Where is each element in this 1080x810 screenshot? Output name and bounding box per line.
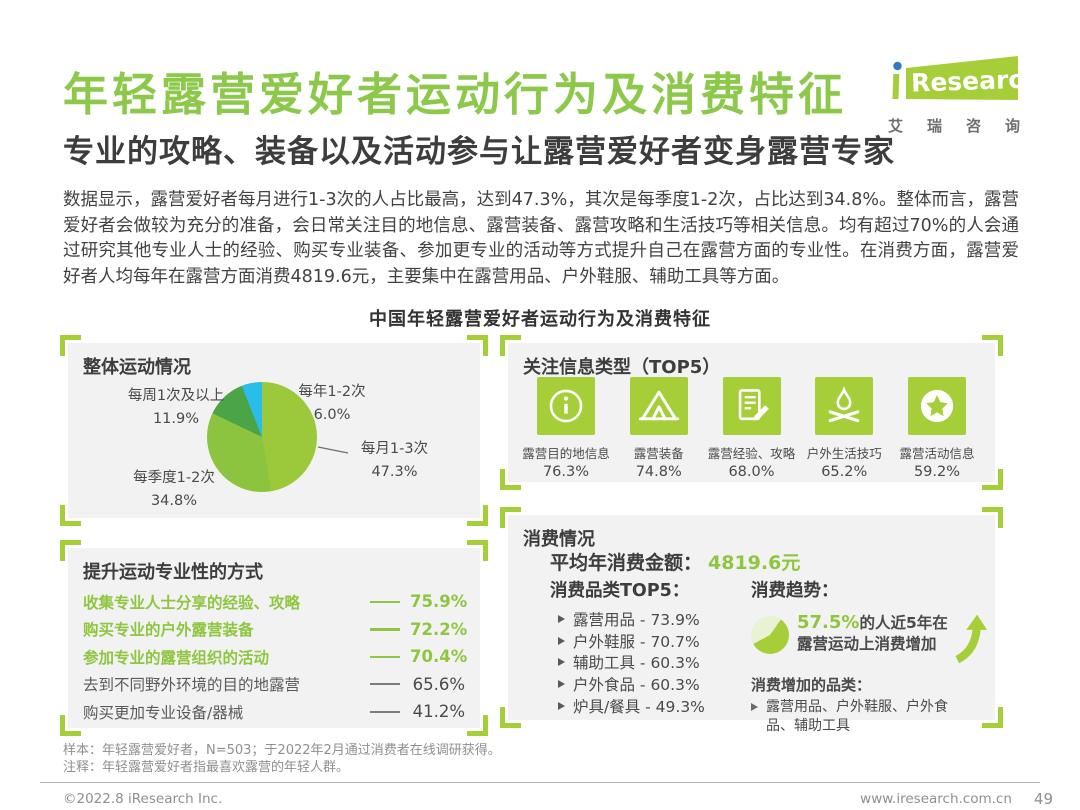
pie-label-monthly: 每月1-3次 47.3% xyxy=(360,441,429,480)
info-item: 露营装备 74.8% xyxy=(613,377,705,480)
info-item: 露营经验、攻略 68.0% xyxy=(706,377,798,480)
increase-categories: 消费增加的品类： 露营用品、户外鞋服、户外食品、辅助工具 xyxy=(751,676,949,736)
pie-label-weekly: 每周1次及以上 11.9% xyxy=(127,388,225,427)
info-item: 户外生活技巧 65.2% xyxy=(798,377,890,480)
dash-rule xyxy=(370,655,400,658)
list-item: 辅助工具 - 60.3% xyxy=(558,651,751,673)
up-arrow-icon xyxy=(955,614,987,664)
corner-bracket xyxy=(60,505,81,526)
consumption-top5-list: 露营用品 - 73.9% 户外鞋服 - 70.7% 辅助工具 - 60.3% 户… xyxy=(558,608,751,716)
corner-bracket xyxy=(500,469,521,490)
campfire-icon xyxy=(815,377,874,435)
dash-rule xyxy=(370,600,400,603)
trend-pie-icon xyxy=(751,616,789,654)
star-badge-icon xyxy=(908,377,966,435)
copyright: ©2022.8 iResearch Inc. xyxy=(63,791,223,807)
average-spend-value: 4819.6元 xyxy=(708,552,801,574)
info-icon xyxy=(537,377,595,435)
corner-bracket xyxy=(500,507,521,528)
info-type-list: 露营目的地信息 76.3% 露营装备 74.8% 露营经验、攻略 68.0% 户… xyxy=(520,377,983,480)
corner-bracket xyxy=(467,505,488,526)
figure-title: 中国年轻露营爱好者运动行为及消费特征 xyxy=(369,309,711,330)
corner-bracket xyxy=(60,540,81,561)
average-spend: 平均年消费金额： 4819.6元 xyxy=(550,552,801,574)
panel-consumption: 消费情况 平均年消费金额： 4819.6元 消费品类TOP5： 露营用品 - 73… xyxy=(500,507,1003,734)
page-subtitle: 专业的攻略、装备以及活动参与让露营爱好者变身露营专家 xyxy=(63,134,895,170)
corner-bracket xyxy=(60,715,81,736)
consumption-trend: 消费趋势： 57.5%的人近5年在露营运动上消费增加 消费增加的品类： 露营用品… xyxy=(751,577,987,736)
arrow-bullet-icon xyxy=(558,679,565,688)
trend-statement: 57.5%的人近5年在露营运动上消费增加 xyxy=(797,612,948,653)
corner-bracket xyxy=(982,469,1003,490)
pie-label-yearly: 每年1-2次 6.0% xyxy=(298,384,366,423)
logo-caption: 艾 瑞 咨 询 xyxy=(888,117,1020,135)
corner-bracket xyxy=(982,507,1003,528)
list-item: 户外食品 - 60.3% xyxy=(558,673,751,695)
panel-title: 消费情况 xyxy=(523,529,595,550)
intro-paragraph: 数据显示，露营爱好者每月进行1-3次的人占比最高，达到47.3%，其次是每季度1… xyxy=(63,190,1019,287)
guide-pencil-icon xyxy=(722,377,781,435)
dash-rule xyxy=(370,710,400,713)
corner-bracket xyxy=(467,335,488,356)
panel-title: 关注信息类型（TOP5） xyxy=(523,357,721,378)
corner-bracket xyxy=(982,707,1003,728)
page-number: 49 xyxy=(1033,790,1053,808)
arrow-bullet-icon xyxy=(558,636,565,645)
method-row: 购买专业的户外露营装备 72.2% xyxy=(83,619,468,640)
panel-title: 整体运动情况 xyxy=(83,357,191,378)
dash-rule xyxy=(370,628,400,631)
activity-pie-chart xyxy=(207,382,317,492)
footer: ©2022.8 iResearch Inc. www.iresearch.com… xyxy=(63,790,1053,808)
arrow-bullet-icon xyxy=(751,703,758,711)
method-row: 参加专业的露营组织的活动 70.4% xyxy=(83,647,468,667)
panel-title: 提升运动专业性的方式 xyxy=(83,562,263,583)
pie-label-quarterly: 每季度1-2次 34.8% xyxy=(133,470,215,509)
panel-overall-activity: 整体运动情况 每周1次及以上 11.9% 每年1-2次 6.0% 每月1-3次 … xyxy=(60,335,488,526)
footnotes: 样本：年轻露营爱好者，N=503；于2022年2月通过消费者在线调研获得。 注释… xyxy=(63,742,501,776)
iresearch-logo: Research 艾 瑞 咨 询 xyxy=(884,55,1041,136)
info-item: 露营目的地信息 76.3% xyxy=(520,377,612,480)
footer-divider xyxy=(40,782,1040,783)
corner-bracket xyxy=(467,715,488,736)
list-item: 露营用品 - 73.9% xyxy=(558,608,751,630)
iresearch-logo-mark: Research xyxy=(892,56,1041,100)
methods-list: 收集专业人士分享的经验、攻略 75.9% 购买专业的户外露营装备 72.2% 参… xyxy=(83,588,468,726)
list-item: 户外鞋服 - 70.7% xyxy=(558,630,751,652)
list-item: 露营用品、户外鞋服、户外食品、辅助工具 xyxy=(751,698,949,736)
method-row: 购买更加专业设备/器械 41.2% xyxy=(83,702,465,722)
panel-professionalism-methods: 提升运动专业性的方式 收集专业人士分享的经验、攻略 75.9% 购买专业的户外露… xyxy=(60,540,488,736)
method-row: 去到不同野外环境的目的地露营 65.6% xyxy=(83,674,465,695)
corner-bracket xyxy=(500,707,521,728)
tent-icon xyxy=(629,377,688,435)
corner-bracket xyxy=(467,540,488,561)
annotation-note: 注释：年轻露营爱好者指最喜欢露营的年轻人群。 xyxy=(63,760,350,775)
method-row: 收集专业人士分享的经验、攻略 75.9% xyxy=(83,592,468,612)
website-link[interactable]: www.iresearch.com.cn xyxy=(860,791,1012,807)
arrow-bullet-icon xyxy=(558,701,565,710)
info-item: 露营活动信息 59.2% xyxy=(891,377,983,480)
page-title: 年轻露营爱好者运动行为及消费特征 xyxy=(63,68,848,121)
corner-bracket xyxy=(982,335,1003,356)
corner-bracket xyxy=(60,335,81,356)
consumption-top5: 消费品类TOP5： 露营用品 - 73.9% 户外鞋服 - 70.7% 辅助工具… xyxy=(550,577,751,736)
panel-info-types: 关注信息类型（TOP5） 露营目的地信息 76.3% 露营装备 74.8% 露营… xyxy=(500,335,1003,490)
list-item: 炉具/餐具 - 49.3% xyxy=(558,695,751,717)
svg-text:Research: Research xyxy=(911,64,1024,98)
sample-note: 样本：年轻露营爱好者，N=503；于2022年2月通过消费者在线调研获得。 xyxy=(63,743,501,758)
corner-bracket xyxy=(500,335,521,356)
dash-rule xyxy=(370,683,400,686)
arrow-bullet-icon xyxy=(558,614,565,623)
arrow-bullet-icon xyxy=(558,658,565,667)
